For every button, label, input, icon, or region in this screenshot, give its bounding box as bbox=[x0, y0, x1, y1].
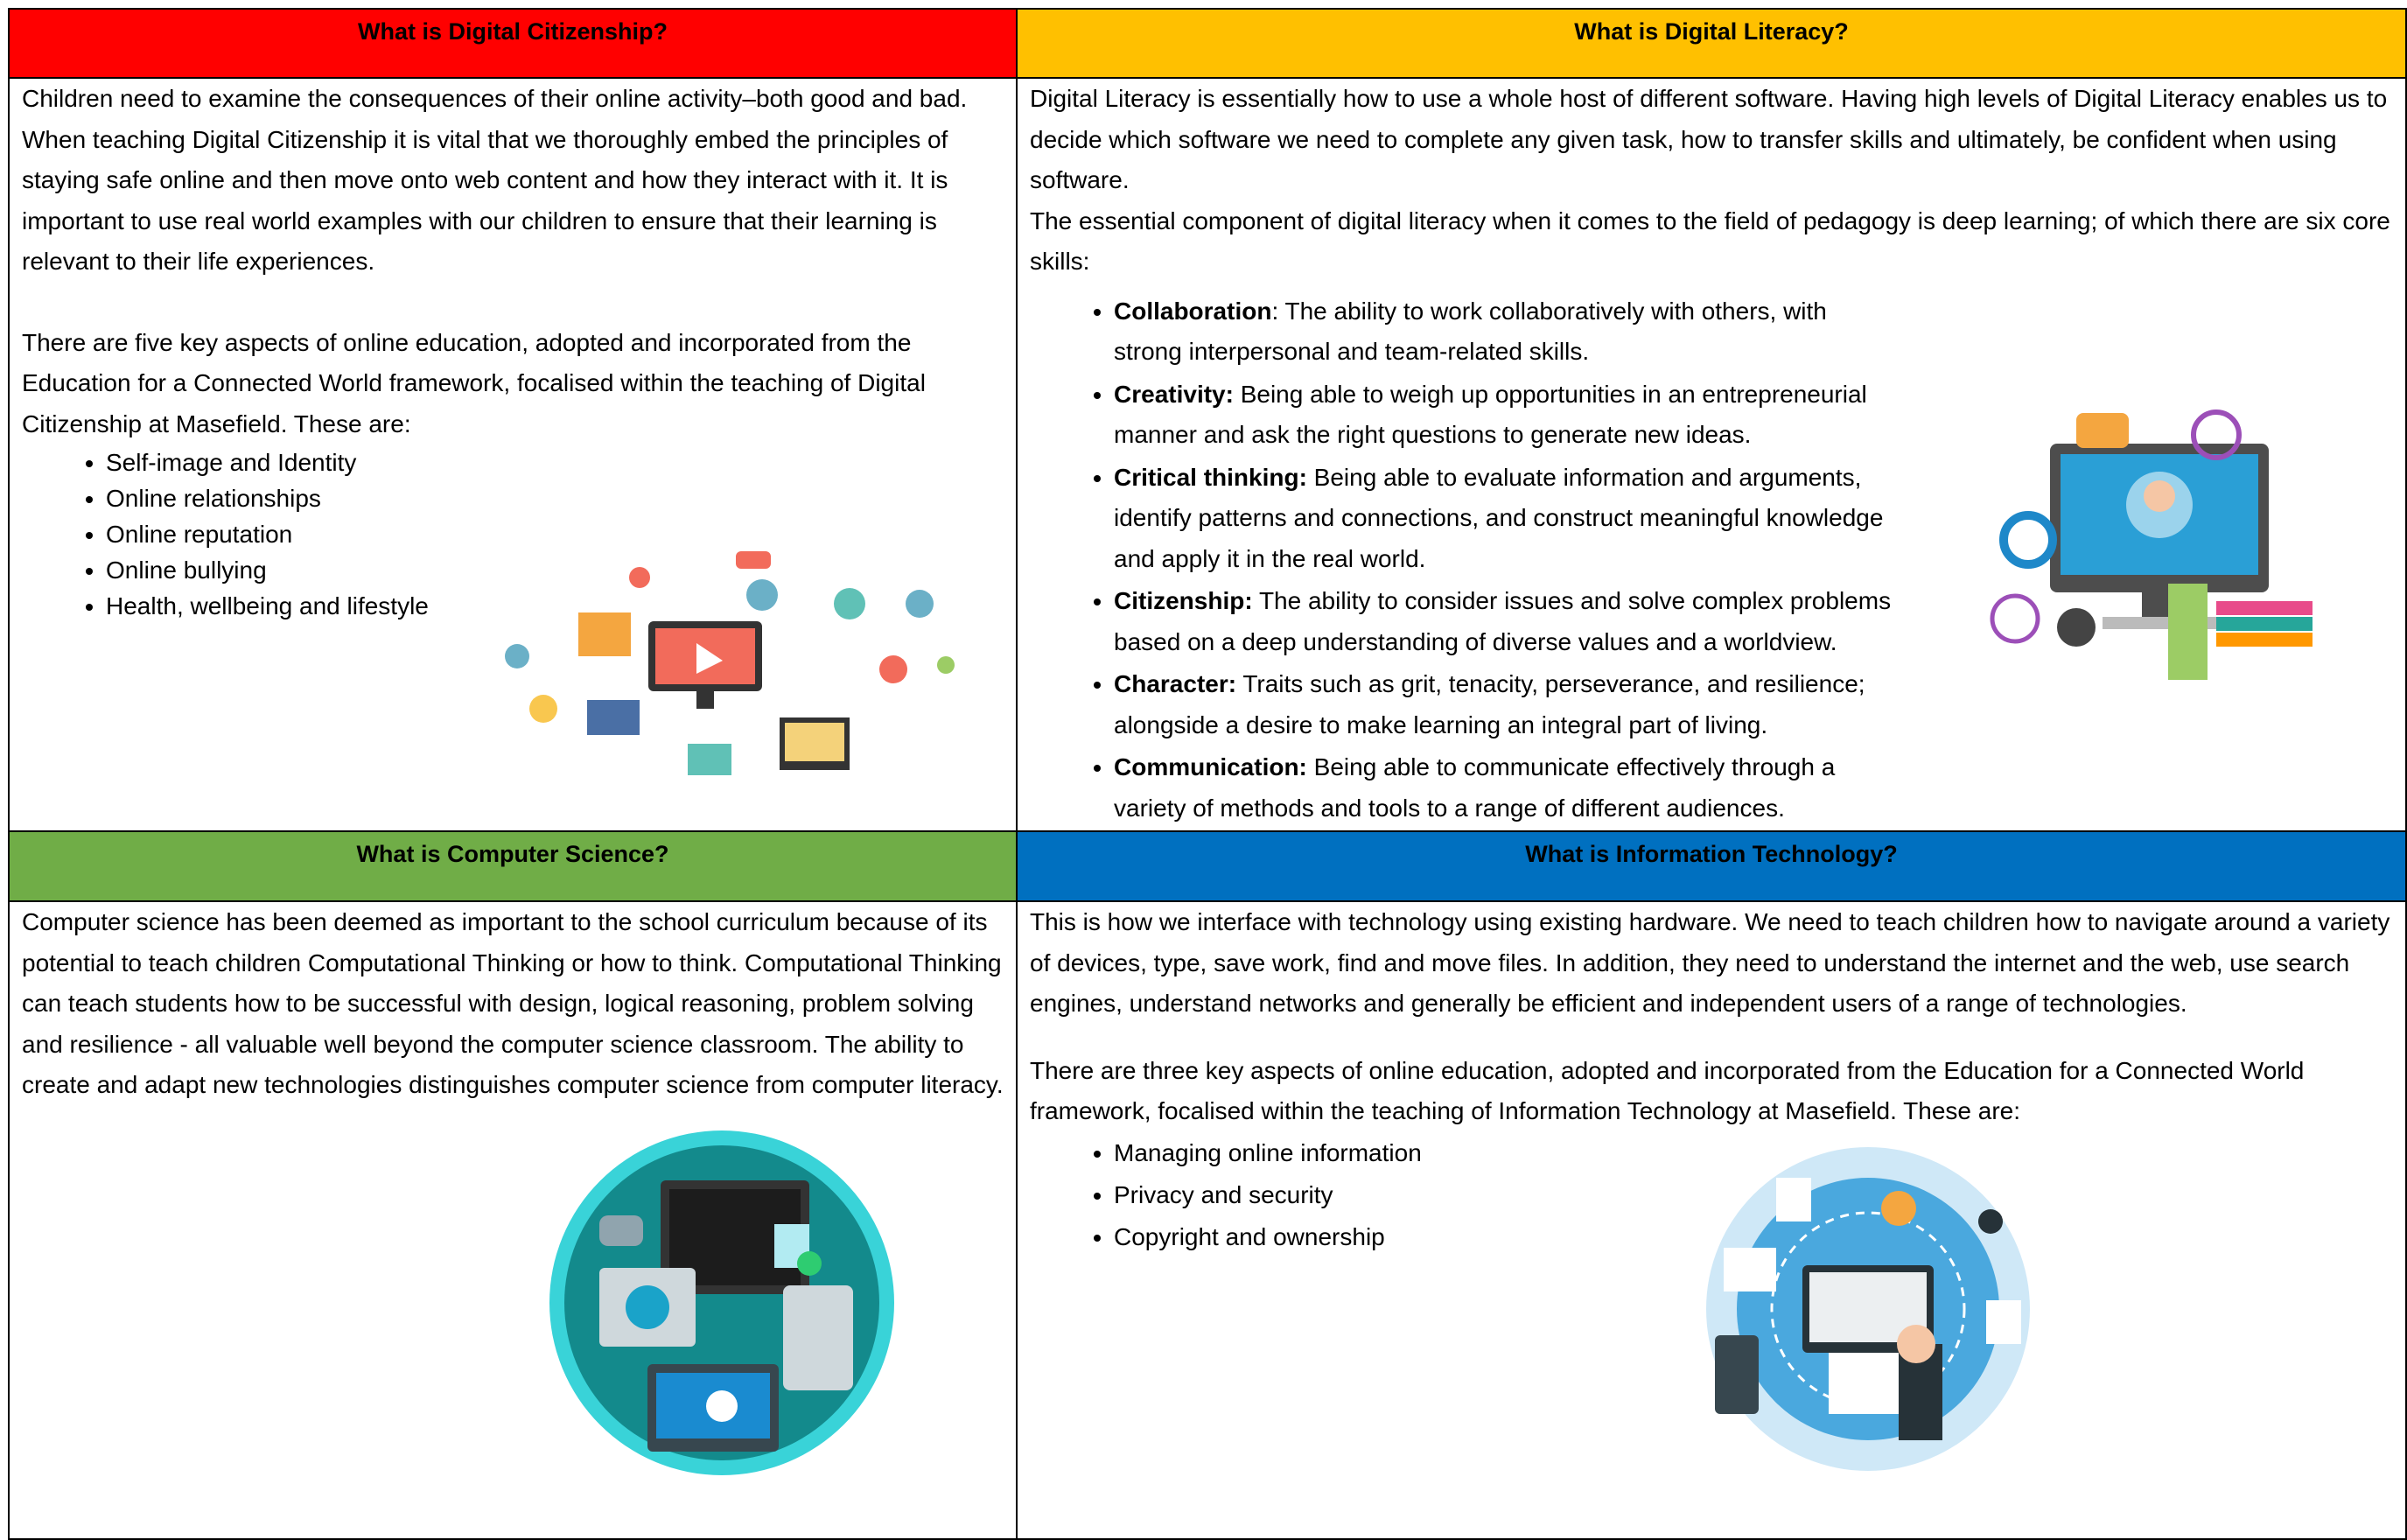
list-item: Online bullying bbox=[106, 552, 1004, 588]
paragraph: There are three key aspects of online ed… bbox=[1030, 1056, 2305, 1125]
list-term: Character: bbox=[1114, 670, 1237, 697]
header-cell: What is Digital Literacy? bbox=[1016, 8, 2407, 79]
paragraph: This is how we interface with technology… bbox=[1030, 908, 2390, 1017]
list-term: Collaboration bbox=[1114, 297, 1272, 325]
list-text: : The ability to work collaboratively wi… bbox=[1114, 297, 1827, 366]
list-item: Privacy and security bbox=[1114, 1174, 2393, 1216]
paragraph: Digital Literacy is essentially how to u… bbox=[1030, 85, 2388, 193]
list-item: Self-image and Identity bbox=[106, 444, 1004, 480]
illustration bbox=[505, 551, 955, 775]
list-text: Traits such as grit, tenacity, persevera… bbox=[1114, 670, 1865, 738]
bullet-list: Self-image and IdentityOnline relationsh… bbox=[22, 444, 1004, 624]
list-item: Collaboration: The ability to work colla… bbox=[1114, 291, 1901, 373]
paragraph: There are five key aspects of online edu… bbox=[22, 328, 926, 438]
list-item: Managing online information bbox=[1114, 1132, 2393, 1174]
header-cell: What is Information Technology? bbox=[1016, 830, 2407, 902]
list-term: Creativity: bbox=[1114, 380, 1234, 408]
paragraph: Computer science has been deemed as impo… bbox=[22, 908, 1004, 1098]
list-item: Creativity: Being able to weigh up oppor… bbox=[1114, 374, 1901, 456]
header-cell: What is Digital Citizenship? bbox=[8, 8, 1018, 79]
content-cell: Children need to examine the consequence… bbox=[8, 77, 1018, 832]
list-text: The ability to consider issues and solve… bbox=[1114, 587, 1892, 655]
paragraph: The essential component of digital liter… bbox=[1030, 206, 2390, 276]
illustration bbox=[1706, 1147, 2030, 1471]
list-item: Health, wellbeing and lifestyle bbox=[106, 588, 1004, 624]
list-item: Copyright and ownership bbox=[1114, 1216, 2393, 1258]
list-text: Being able to evaluate information and a… bbox=[1114, 463, 1884, 572]
list-term: Citizenship: bbox=[1114, 587, 1253, 614]
list-item: Critical thinking: Being able to evaluat… bbox=[1114, 458, 1901, 580]
list-term: Critical thinking: bbox=[1114, 463, 1307, 491]
illustration bbox=[549, 1130, 894, 1475]
list-term: Communication: bbox=[1114, 753, 1307, 780]
paragraph: Children need to examine the consequence… bbox=[22, 85, 968, 275]
content-cell: Digital Literacy is essentially how to u… bbox=[1016, 77, 2407, 832]
list-text: Being able to communicate effectively th… bbox=[1114, 753, 1836, 822]
header-cell: What is Computer Science? bbox=[8, 830, 1018, 902]
list-item: Online relationships bbox=[106, 480, 1004, 516]
list-item: Citizenship: The ability to consider iss… bbox=[1114, 581, 1901, 662]
list-item: Communication: Being able to communicate… bbox=[1114, 747, 1901, 829]
content-cell: This is how we interface with technology… bbox=[1016, 900, 2407, 1540]
list-text: Being able to weigh up opportunities in … bbox=[1114, 380, 1867, 449]
bullet-list: Managing online informationPrivacy and s… bbox=[1030, 1132, 2393, 1258]
list-item: Online reputation bbox=[106, 516, 1004, 552]
illustration bbox=[1990, 410, 2313, 680]
list-item: Character: Traits such as grit, tenacity… bbox=[1114, 664, 1901, 746]
content-cell: Computer science has been deemed as impo… bbox=[8, 900, 1018, 1540]
bullet-list: Collaboration: The ability to work colla… bbox=[1030, 291, 1901, 830]
